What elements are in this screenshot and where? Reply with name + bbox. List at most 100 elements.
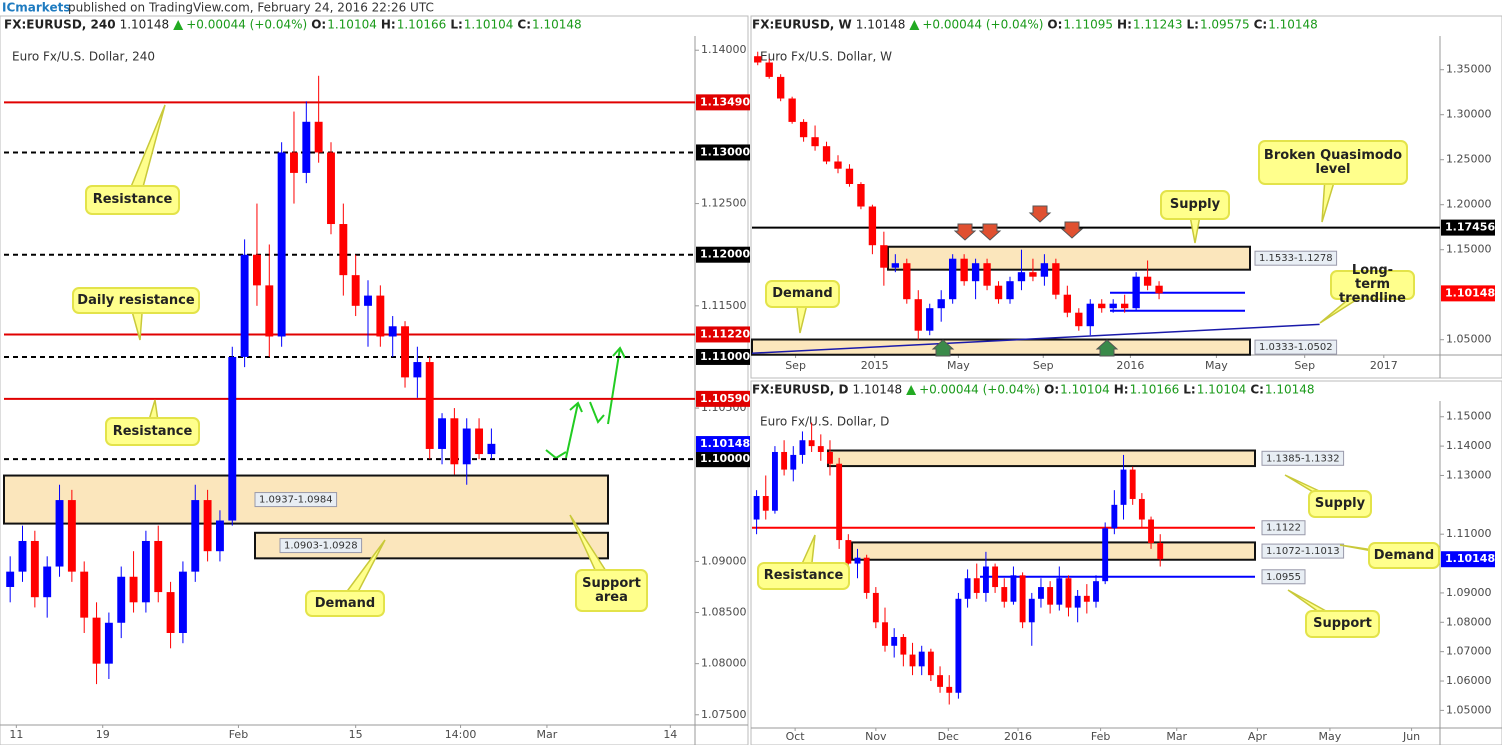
candle-body <box>845 168 854 184</box>
candle-body <box>302 121 311 173</box>
candle-body <box>1129 469 1136 499</box>
y-tick-label: 1.35000 <box>1446 63 1492 76</box>
y-tick-label: 1.08000 <box>701 657 747 670</box>
candle-body <box>92 617 101 664</box>
zone <box>827 449 1256 468</box>
candle-body <box>799 440 806 455</box>
x-tick-label: May <box>947 359 970 372</box>
candle-body <box>129 576 138 603</box>
y-tick-label: 1.12500 <box>701 197 747 210</box>
candle-body <box>1111 504 1118 529</box>
candle-body <box>339 224 348 276</box>
x-tick-label: Feb <box>1091 730 1110 743</box>
field-label: O: <box>311 18 326 32</box>
candle-body <box>1006 281 1014 300</box>
field-value: 1.10148 <box>1268 18 1318 32</box>
candle-body <box>1098 303 1106 309</box>
swing-marker <box>1060 221 1084 239</box>
candle-body <box>776 76 785 99</box>
price-tag <box>696 390 750 407</box>
y-tick-label: 1.20000 <box>1446 198 1492 211</box>
zone-label-box <box>279 538 363 554</box>
zone-label-box <box>1254 339 1338 355</box>
candle-body <box>1056 578 1063 605</box>
candle-body <box>854 557 861 564</box>
zone-label-box <box>254 492 338 508</box>
candle-body <box>914 299 922 331</box>
level-label: 1.1122 <box>1266 523 1301 534</box>
field-label: H: <box>1114 383 1129 397</box>
candle-body <box>1028 598 1035 623</box>
candle-body <box>475 428 484 455</box>
candle-body <box>1065 578 1072 608</box>
callout: Broken Quasimodo level <box>1258 140 1408 185</box>
callout: Support <box>1305 610 1380 638</box>
candle-body <box>1017 272 1026 282</box>
candle-body <box>67 500 76 572</box>
candle-body <box>1038 587 1044 599</box>
price-tag <box>696 451 750 468</box>
x-tick-label: 2016 <box>1004 730 1032 743</box>
candle-body <box>191 500 200 572</box>
last-price: 1.10148 <box>852 383 902 397</box>
y-tick-label: 1.14000 <box>701 43 747 56</box>
candle-body <box>376 295 385 337</box>
candle-body <box>1102 528 1109 582</box>
candle-body <box>754 56 762 63</box>
zone-label-box <box>1261 543 1345 559</box>
arrow <box>565 402 579 459</box>
field-label: C: <box>517 18 531 32</box>
callout: Long-term trendline <box>1330 264 1415 306</box>
x-tick-label: Sep <box>785 359 806 372</box>
candle-body <box>1148 519 1154 544</box>
callout: Support area <box>575 569 648 612</box>
candle-body <box>228 356 237 521</box>
candle-body <box>900 636 907 655</box>
candle-body <box>215 520 224 552</box>
up-icon <box>909 20 920 30</box>
x-tick-label: Apr <box>1248 730 1268 743</box>
last-price-label: 1.10148 <box>1445 286 1495 299</box>
candle-body <box>973 578 980 593</box>
field-label: H: <box>1117 18 1132 32</box>
candle-body <box>265 285 274 337</box>
candle-body <box>1093 581 1099 602</box>
change: +0.00044 (+0.04%) <box>186 18 307 32</box>
candle-body <box>937 299 945 309</box>
field-label: L: <box>1187 18 1199 32</box>
candle-body <box>882 622 888 646</box>
candle-body <box>799 121 808 138</box>
candle-body <box>6 571 15 587</box>
candle-body <box>438 418 446 449</box>
annotation-arrows <box>545 346 626 460</box>
x-tick-label: Mar <box>537 728 558 741</box>
last-price: 1.10148 <box>120 18 170 32</box>
candle-body <box>891 263 900 268</box>
candle-body <box>918 651 925 667</box>
candle-body <box>808 440 815 447</box>
y-tick-label: 1.08000 <box>1446 615 1492 628</box>
panel-frame <box>750 15 1502 379</box>
price-tag-label: 1.13490 <box>700 95 750 108</box>
candle-body <box>314 121 323 153</box>
swing-marker <box>1028 205 1052 223</box>
y-tick-label: 1.08500 <box>701 606 747 619</box>
price-tag <box>696 144 750 161</box>
y-tick-label: 1.06000 <box>1446 674 1492 687</box>
zone-label: 1.0903-1.0928 <box>284 541 358 552</box>
candle-body <box>1063 294 1072 313</box>
candle-body <box>1155 285 1163 294</box>
x-tick-label: Dec <box>938 730 959 743</box>
candle-body <box>788 98 796 122</box>
candle-body <box>872 592 879 623</box>
zone-label-box <box>1254 250 1338 266</box>
candle-body <box>983 263 991 286</box>
candle-body <box>1143 276 1152 286</box>
price-tag-label: 1.10590 <box>700 392 750 405</box>
candle-body <box>994 285 1003 300</box>
price-tag <box>696 348 750 365</box>
candle-body <box>857 184 865 207</box>
field-value: 1.10166 <box>397 18 447 32</box>
field-label: H: <box>381 18 396 32</box>
candle-body <box>290 152 298 173</box>
